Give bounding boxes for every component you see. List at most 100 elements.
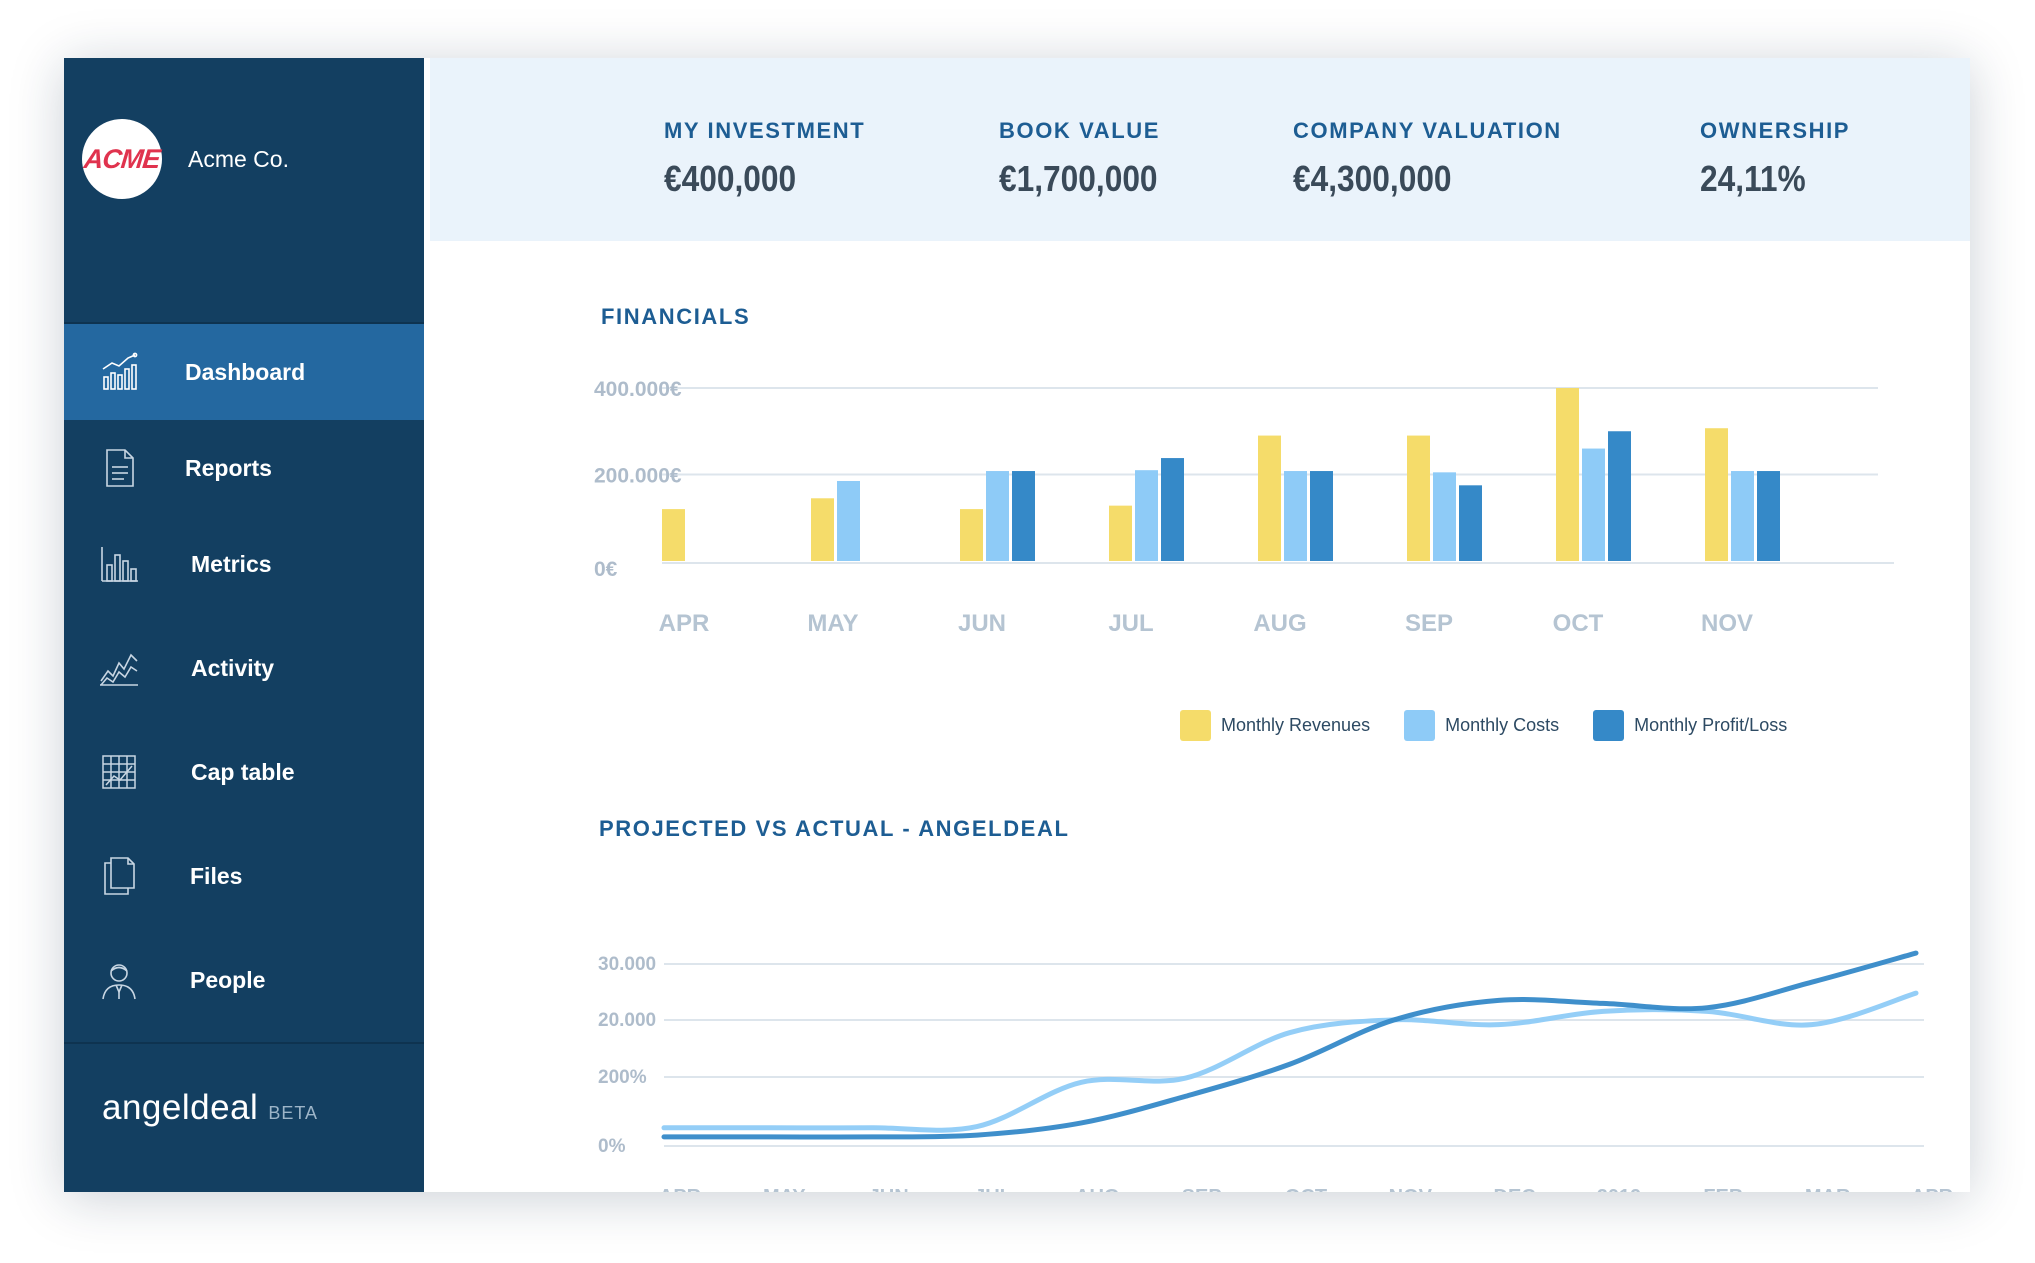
x-tick-label: OCT [1285,1186,1327,1192]
x-tick-label: MAR [1805,1186,1851,1192]
sidebar-item-cap-table[interactable]: Cap table [64,724,424,820]
company-logo: ACME [82,119,162,199]
bar-monthly-profit-loss [1012,471,1035,561]
sidebar-item-dashboard[interactable]: Dashboard [64,324,424,420]
sidebar-item-people[interactable]: People [64,932,424,1028]
x-tick-label: AUG [1075,1186,1119,1192]
x-tick-label: JUN [958,610,1006,637]
bar-monthly-revenues [662,509,685,561]
legend-swatch [1180,710,1211,741]
x-tick-label: 2019 [1597,1186,1642,1192]
x-tick-label: DEC [1494,1186,1536,1192]
bar-chart-icon [98,543,140,585]
kpi-label: BOOK VALUE [999,118,1161,143]
bar-monthly-revenues [1407,435,1430,561]
bar-monthly-costs [1135,470,1158,561]
bar-monthly-costs [986,471,1009,561]
kpi-book-value: BOOK VALUE €1,700,000 [999,118,1179,200]
company-name: Acme Co. [188,145,289,172]
x-tick-label: APR [659,610,710,637]
sidebar-item-reports[interactable]: Reports [64,420,424,516]
x-tick-label: MAY [763,1186,806,1192]
x-tick-label: SEP [1182,1186,1222,1192]
y-tick-label: 30.000 [598,954,656,975]
projected-line-chart: 0% 200% 20.000 30.000 APR MAY JUN JUL AUG SEP OCT N… [598,950,1954,1192]
bar-monthly-costs [1731,471,1754,561]
legend-label: Monthly Revenues [1221,715,1371,735]
y-tick-label: 200.000€ [594,465,682,488]
projected-title: PROJECTED VS ACTUAL - ANGELDEAL [599,816,1070,841]
legend-item-profit-loss[interactable]: Monthly Profit/Loss [1593,710,1787,741]
bar-monthly-profit-loss [1161,458,1184,561]
y-tick-label: 0% [598,1136,626,1157]
sidebar-item-metrics[interactable]: Metrics [64,516,424,612]
line-series-2 [661,950,1919,1140]
x-tick-label: JUN [869,1186,909,1192]
bar-monthly-profit-loss [1608,431,1631,561]
kpi-value: 24,11% [1700,158,1806,199]
y-tick-label: 20.000 [598,1010,656,1031]
bar-monthly-revenues [1109,505,1132,561]
company-logo-text: ACME [82,143,162,174]
kpi-label: MY INVESTMENT [664,118,866,143]
x-tick-label: JUL [974,1186,1012,1192]
nav-divider-top [64,322,424,324]
kpi-value: €1,700,000 [999,158,1158,199]
sidebar-item-label: People [190,966,266,993]
x-tick-label: AUG [1253,610,1306,637]
beta-badge: BETA [268,1103,318,1123]
sidebar: ACME Acme Co. Dashboard [64,58,424,1192]
sidebar-item-activity[interactable]: Activity [64,620,424,716]
legend-swatch [1404,710,1436,741]
bar-monthly-costs [1284,471,1307,561]
nav-divider-bottom [64,1042,424,1044]
legend-swatch [1593,710,1625,741]
table-grid-icon [98,751,140,793]
sidebar-item-files[interactable]: Files [64,828,424,924]
x-tick-label: NOV [1701,610,1753,637]
x-tick-label: APR [659,1186,702,1192]
kpi-value: €400,000 [664,158,797,199]
x-tick-label: FEB [1703,1186,1743,1192]
financials-title: FINANCIALS [601,304,751,329]
brand-name: angeldeal [102,1088,259,1127]
x-tick-label: OCT [1553,610,1604,637]
person-icon [98,959,140,1001]
kpi-company-valuation: COMPANY VALUATION €4,300,000 [1293,118,1562,200]
sidebar-item-label: Metrics [191,550,272,577]
x-tick-label: APR [1911,1186,1954,1192]
kpi-ownership: OWNERSHIP 24,11% [1700,118,1850,200]
financials-bar-chart: 0€ 200.000€ 400.000€ APR MAY JUN JUL AUG SEP OCT N… [594,378,1894,637]
y-tick-label: 400.000€ [594,378,682,401]
y-tick-label: 200% [598,1067,647,1088]
legend-item-costs[interactable]: Monthly Costs [1404,710,1559,741]
bar-monthly-revenues [1258,435,1281,561]
financials-legend: Monthly Revenues Monthly Costs Monthly P… [1180,710,1821,741]
line-series-1 [661,990,1919,1133]
document-icon [98,447,140,489]
bar-monthly-revenues [1705,428,1728,561]
bar-monthly-revenues [811,498,834,561]
y-tick-label: 0€ [594,558,618,581]
bar-monthly-revenues [1556,388,1579,561]
bar-monthly-costs [1582,448,1605,561]
sidebar-item-label: Cap table [191,758,295,785]
bar-monthly-profit-loss [1757,471,1780,561]
x-tick-label: JUL [1108,610,1153,637]
x-tick-label: MAY [807,610,858,637]
x-tick-label: NOV [1389,1186,1433,1192]
kpi-banner: MY INVESTMENT €400,000 BOOK VALUE €1,700… [430,58,1970,241]
company-header[interactable]: ACME Acme Co. [82,118,289,200]
activity-chart-icon [98,647,140,689]
sidebar-item-label: Reports [185,454,272,481]
dashboard-chart-icon [98,351,140,393]
bar-monthly-costs [837,480,860,561]
sidebar-item-label: Files [190,862,243,889]
bar-monthly-profit-loss [1310,471,1333,561]
bar-monthly-revenues [960,509,983,561]
legend-item-revenues[interactable]: Monthly Revenues [1180,710,1370,741]
brand-footer[interactable]: angeldeal BETA [102,1088,318,1128]
kpi-my-investment: MY INVESTMENT €400,000 [664,118,865,200]
kpi-label: OWNERSHIP [1700,118,1851,143]
sidebar-item-label: Activity [191,654,275,681]
